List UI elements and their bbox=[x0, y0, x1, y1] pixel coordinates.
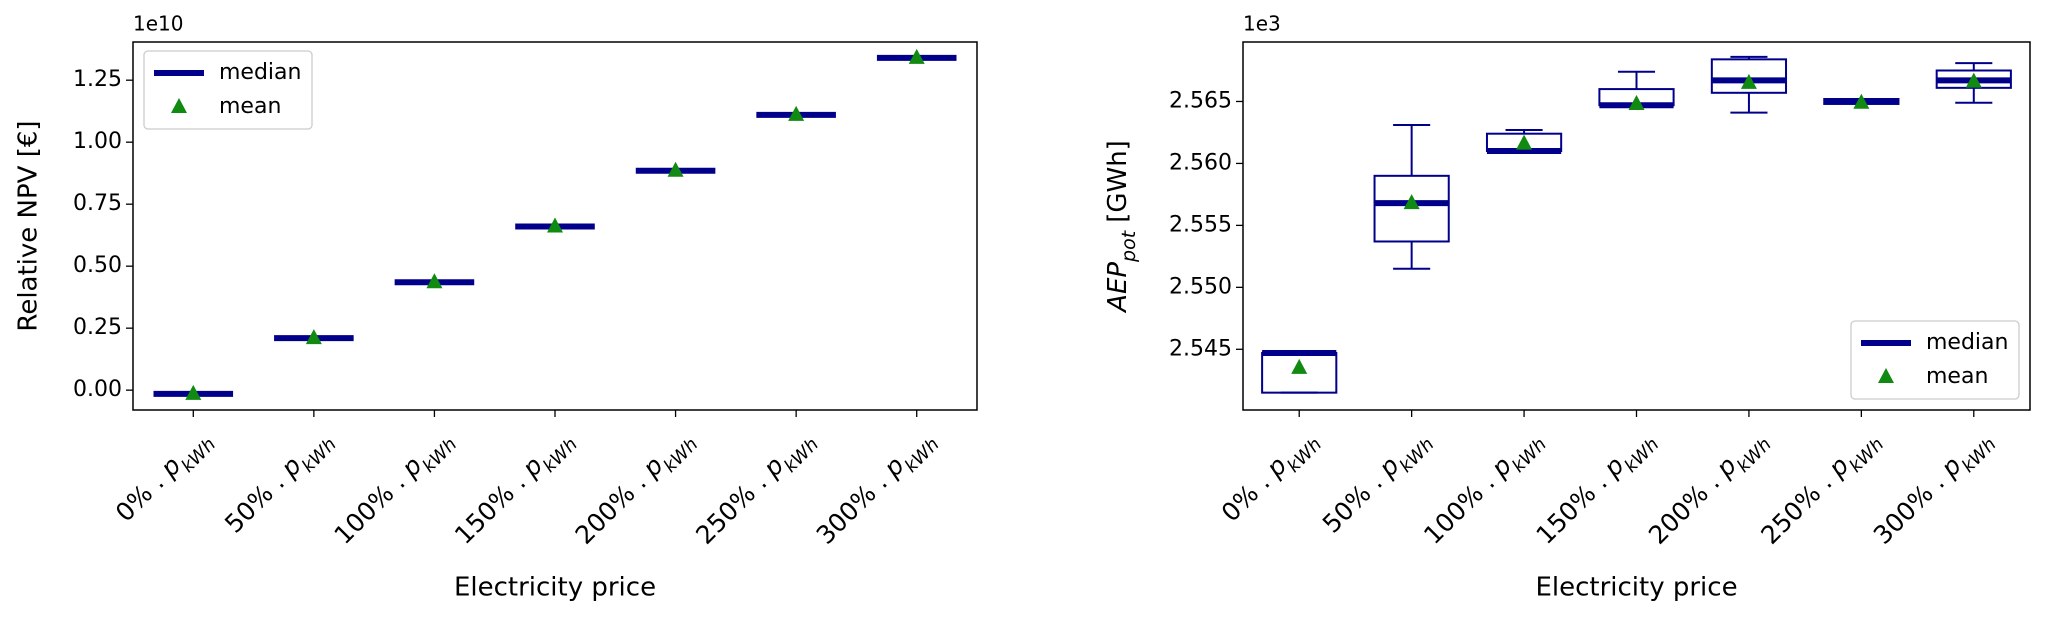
y-tick-label: 0.50 bbox=[73, 253, 122, 278]
x-tick-label: 50% . pkWh bbox=[219, 423, 340, 544]
axes-frame bbox=[1242, 41, 2031, 411]
y-tick-label: 0.00 bbox=[73, 377, 122, 402]
x-tick-label: 0% . pkWh bbox=[1216, 423, 1326, 533]
y-axis-label: AEPpot[GWh] bbox=[1103, 140, 1140, 314]
mean-marker bbox=[1291, 358, 1308, 374]
y-tick-label: 0.75 bbox=[73, 191, 122, 216]
y-tick-label: 1.00 bbox=[73, 129, 122, 154]
x-tick-label: 300% . pkWh bbox=[811, 423, 943, 555]
x-tick-label: 150% . pkWh bbox=[1531, 423, 1663, 555]
mean-marker bbox=[1740, 73, 1757, 89]
box bbox=[1373, 174, 1450, 243]
legend-mean-swatch bbox=[1878, 368, 1894, 383]
x-tick-label: 200% . pkWh bbox=[1643, 423, 1775, 555]
y-tick-label: 2.565 bbox=[1169, 88, 1232, 113]
x-axis-label: Electricity price bbox=[454, 573, 656, 603]
legend: median mean bbox=[1850, 320, 2020, 400]
x-tick-label: 250% . pkWh bbox=[1755, 423, 1887, 555]
x-tick-label: 250% . pkWh bbox=[690, 423, 822, 555]
mean-marker bbox=[788, 105, 805, 121]
mean-marker bbox=[1403, 194, 1420, 210]
offset-label: 1e10 bbox=[133, 12, 183, 36]
box bbox=[1710, 58, 1788, 94]
legend-label: median bbox=[219, 60, 301, 85]
y-tick-label: 2.545 bbox=[1169, 336, 1232, 361]
mean-marker bbox=[1516, 134, 1533, 150]
x-tick-label: 50% . pkWh bbox=[1317, 423, 1438, 544]
y-tick-label: 0.25 bbox=[73, 315, 122, 340]
x-axis-label: Electricity price bbox=[1535, 573, 1737, 603]
y-tick-label: 2.560 bbox=[1169, 150, 1232, 175]
mean-marker bbox=[426, 273, 443, 289]
mean-marker bbox=[1628, 94, 1645, 110]
y-axis-label: Relative NPV [€] bbox=[14, 120, 44, 331]
offset-label: 1e3 bbox=[1243, 12, 1281, 36]
legend: median mean bbox=[143, 50, 313, 130]
axes-frame bbox=[132, 41, 978, 411]
legend-label: mean bbox=[219, 94, 281, 119]
x-tick-label: 100% . pkWh bbox=[328, 423, 460, 555]
x-tick-label: 0% . pkWh bbox=[110, 423, 220, 533]
legend-label: median bbox=[1926, 330, 2008, 355]
mean-marker bbox=[305, 329, 322, 345]
mean-marker bbox=[1853, 93, 1870, 109]
y-tick-label: 2.555 bbox=[1169, 212, 1232, 237]
y-tick-label: 1.25 bbox=[73, 67, 122, 92]
mean-marker bbox=[908, 48, 925, 64]
mean-marker bbox=[185, 384, 202, 400]
y-tick-label: 2.550 bbox=[1169, 274, 1232, 299]
x-tick-label: 200% . pkWh bbox=[570, 423, 702, 555]
x-tick-label: 100% . pkWh bbox=[1418, 423, 1550, 555]
legend-label: mean bbox=[1926, 364, 1988, 389]
x-tick-label: 300% . pkWh bbox=[1868, 423, 2000, 555]
legend-mean-swatch bbox=[171, 98, 187, 113]
mean-marker bbox=[667, 161, 684, 177]
mean-marker bbox=[547, 217, 563, 233]
mean-marker bbox=[1965, 72, 1982, 88]
x-tick-label: 150% . pkWh bbox=[449, 423, 581, 555]
